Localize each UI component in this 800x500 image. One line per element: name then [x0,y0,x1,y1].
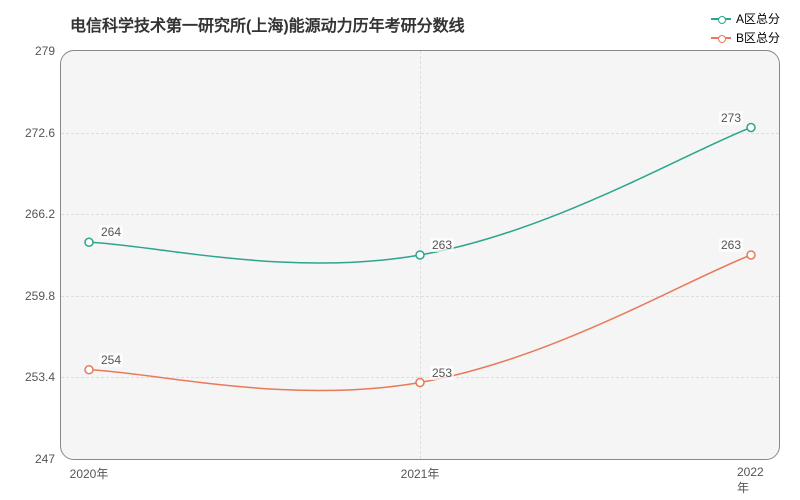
y-axis-label: 279 [35,44,55,58]
legend: A区总分 B区总分 [711,10,780,48]
data-point [416,251,424,259]
legend-dot-a [718,16,726,24]
chart-container: 电信科学技术第一研究所(上海)能源动力历年考研分数线 A区总分 B区总分 247… [0,0,800,500]
plot-area: 247253.4259.8266.2272.62792020年2021年2022… [60,50,780,460]
legend-item-b: B区总分 [711,29,780,46]
chart-title: 电信科学技术第一研究所(上海)能源动力历年考研分数线 [70,12,465,36]
legend-line-b [711,37,731,39]
data-label: 254 [99,353,123,367]
x-axis-label: 2020年 [70,465,109,482]
data-point [747,251,755,259]
y-axis-label: 247 [35,452,55,466]
data-point [416,379,424,387]
series-line [89,128,751,264]
y-axis-label: 259.8 [25,289,55,303]
legend-label-a: A区总分 [736,10,780,27]
chart-svg [61,51,779,459]
y-axis-label: 266.2 [25,207,55,221]
data-label: 273 [719,111,743,125]
y-axis-label: 272.6 [25,126,55,140]
legend-item-a: A区总分 [711,10,780,27]
data-point [85,366,93,374]
data-point [747,124,755,132]
data-label: 263 [719,238,743,252]
data-label: 253 [430,366,454,380]
series-line [89,255,751,391]
data-label: 263 [430,238,454,252]
legend-line-a [711,18,731,20]
x-axis-label: 2022年 [737,465,765,496]
legend-label-b: B区总分 [736,29,780,46]
data-label: 264 [99,225,123,239]
x-axis-label: 2021年 [401,465,440,482]
data-point [85,238,93,246]
y-axis-label: 253.4 [25,370,55,384]
legend-dot-b [718,35,726,43]
